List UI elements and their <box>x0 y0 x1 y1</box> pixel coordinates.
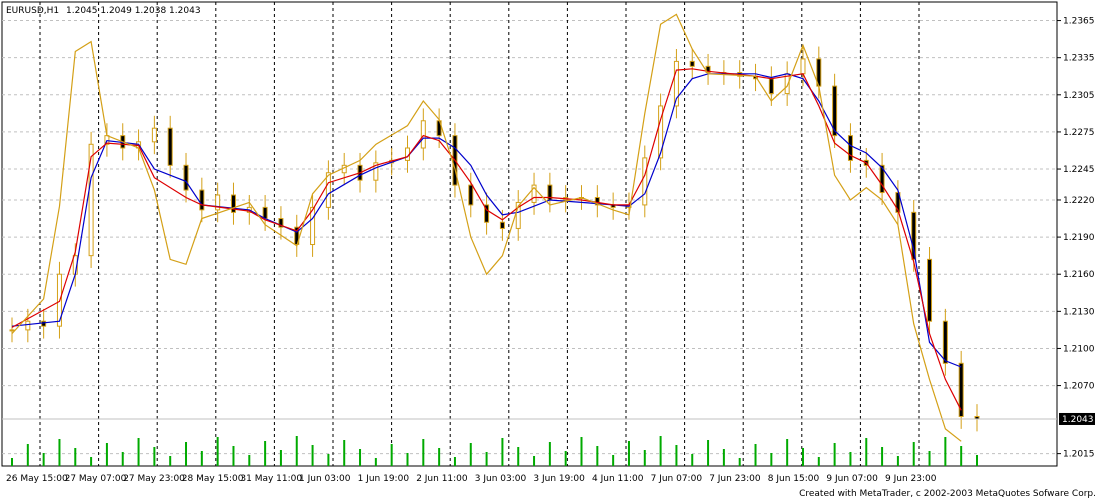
candle-body-58 <box>927 258 933 322</box>
candle-body-42 <box>673 60 679 107</box>
candle-body-23 <box>373 162 379 181</box>
candle-body-12 <box>199 189 205 211</box>
x-tick-label-6: 1 Jun 19:00 <box>358 474 410 484</box>
x-tick-label-14: 9 Jun 07:00 <box>826 474 878 484</box>
candle-body-41 <box>658 105 664 159</box>
candle-body-53 <box>847 135 853 161</box>
candle-body-16 <box>262 206 268 220</box>
candle-body-0 <box>9 329 15 332</box>
candle-body-44 <box>705 65 711 74</box>
series-line-ma-red <box>11 68 962 411</box>
y-tick-label-6: 1.2190 <box>1063 233 1095 243</box>
candle-body-10 <box>167 127 173 166</box>
y-tick-label-3: 1.2275 <box>1063 128 1095 138</box>
y-tick-label-9: 1.2100 <box>1063 344 1095 354</box>
y-tick-label-8: 1.2130 <box>1063 307 1095 317</box>
candle-body-40 <box>642 157 648 206</box>
candle-body-56 <box>895 192 901 213</box>
candle-body-9 <box>151 127 157 143</box>
x-tick-label-11: 7 Jun 07:00 <box>651 474 703 484</box>
y-tick-label-1: 1.2335 <box>1063 54 1095 64</box>
candle-body-50 <box>800 58 806 75</box>
candle-body-20 <box>325 172 331 208</box>
candle-body-60 <box>958 362 964 418</box>
y-tick-label-4: 1.2245 <box>1063 165 1095 175</box>
candle-body-52 <box>832 85 838 137</box>
y-tick-label-11: 1.2015 <box>1063 450 1095 460</box>
indicator-lines <box>11 13 962 442</box>
candle-body-2 <box>41 320 47 327</box>
x-tick-label-15: 9 Jun 23:00 <box>885 474 937 484</box>
candle-body-1 <box>25 320 31 331</box>
candle-body-31 <box>499 221 505 229</box>
y-tick-label-5: 1.2220 <box>1063 196 1095 206</box>
candle-body-14 <box>230 194 236 213</box>
y-tick-label-0: 1.2365 <box>1063 17 1095 27</box>
candle-body-37 <box>594 196 600 206</box>
candle-body-5 <box>88 143 94 257</box>
chart-ohlc: 1.2045 1.2049 1.2038 1.2043 <box>66 6 201 16</box>
y-tick-label-2: 1.2305 <box>1063 91 1095 101</box>
series-line-ma-blue <box>11 73 962 368</box>
candle-body-19 <box>310 206 316 246</box>
current-price-box <box>1059 412 1095 425</box>
x-tick-label-9: 3 Jun 19:00 <box>533 474 585 484</box>
x-tick-label-10: 4 Jun 11:00 <box>592 474 644 484</box>
candle-body-33 <box>531 184 537 203</box>
x-tick-label-8: 3 Jun 03:00 <box>475 474 527 484</box>
candle-body-26 <box>420 120 426 149</box>
candle-body-11 <box>183 164 189 191</box>
candle-body-48 <box>768 78 774 95</box>
plot-area <box>1 1 1058 467</box>
candle-body-55 <box>879 164 885 194</box>
x-tick-label-2: 27 May 23:00 <box>123 474 185 484</box>
candle-body-57 <box>911 211 917 260</box>
x-tick-label-1: 27 May 07:00 <box>65 474 127 484</box>
current-price-label: 1.2043 <box>1062 415 1094 425</box>
x-tick-label-5: 1 Jun 03:00 <box>299 474 351 484</box>
x-tick-label-12: 7 Jun 23:00 <box>709 474 761 484</box>
series-line-ma-gold <box>11 13 962 442</box>
grid <box>2 2 1057 466</box>
x-tick-label-4: 31 May 11:00 <box>240 474 302 484</box>
x-tick-label-7: 2 Jun 11:00 <box>416 474 468 484</box>
price-axis: 1.2365 1.2335 1.2305 1.2275 1.2245 1.2220 1.21… <box>2 17 1095 460</box>
y-tick-label-7: 1.2160 <box>1063 270 1095 280</box>
candle-body-59 <box>942 320 948 364</box>
candle-body-43 <box>689 60 695 67</box>
candle-body-13 <box>215 194 221 211</box>
x-tick-label-13: 8 Jun 15:00 <box>768 474 820 484</box>
candle-body-32 <box>515 201 521 229</box>
y-tick-label-10: 1.2070 <box>1063 382 1095 392</box>
volume-histogram <box>11 436 978 466</box>
candle-body-17 <box>278 218 284 228</box>
chart-credit: Created with MetaTrader, c 2002-2003 Met… <box>799 489 1096 499</box>
x-tick-label-0: 26 May 15:00 <box>6 474 68 484</box>
chart-symbol: EURUSD,H1 <box>6 6 59 16</box>
candle-body-29 <box>468 184 474 206</box>
x-tick-label-3: 28 May 15:00 <box>182 474 244 484</box>
candle-body-30 <box>484 204 490 223</box>
